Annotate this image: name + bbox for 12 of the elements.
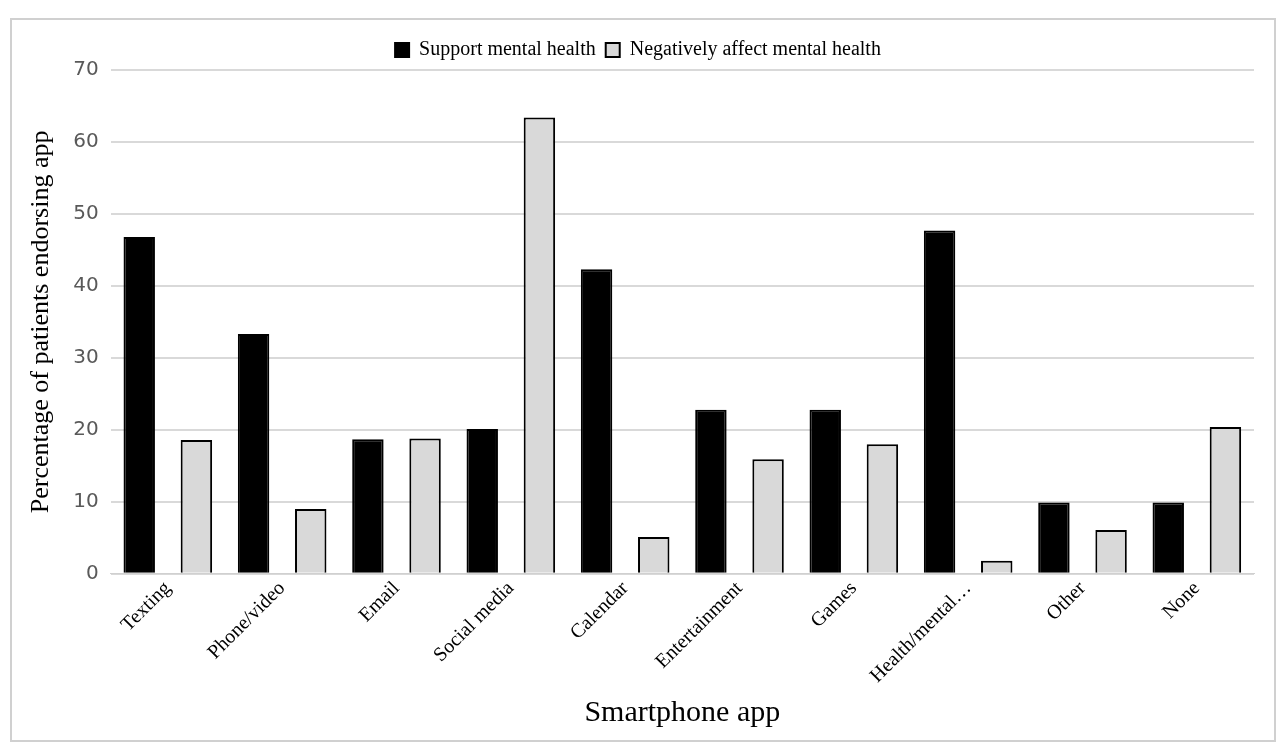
x-axis-title: Smartphone app (584, 693, 781, 727)
y-tick-label: 10 (73, 488, 99, 513)
y-tick-label: 50 (73, 200, 99, 225)
y-tick-label: 70 (73, 56, 99, 81)
y-tick-label: 20 (73, 416, 99, 441)
y-tick-label: 60 (73, 128, 99, 153)
legend-label: Support mental health (419, 37, 596, 61)
y-axis-title: Percentage of patients endorsing app (25, 130, 55, 514)
y-tick-label: 40 (73, 272, 99, 297)
legend-label: Negatively affect mental health (629, 37, 881, 61)
y-tick-label: 30 (73, 344, 99, 369)
y-tick-label: 0 (85, 559, 99, 584)
